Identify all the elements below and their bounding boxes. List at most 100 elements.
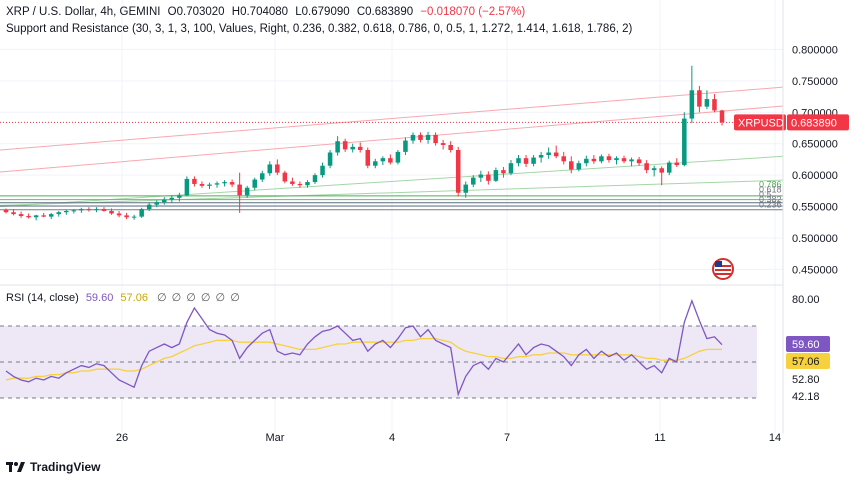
candle [357, 142, 363, 153]
candle-body [26, 216, 31, 218]
candle [177, 192, 182, 202]
candle [320, 162, 325, 178]
indicator-header[interactable]: Support and Resistance (30, 3, 1, 3, 100… [6, 22, 632, 36]
candle-body [659, 168, 664, 173]
tradingview-brand: TradingView [30, 460, 101, 474]
candle [569, 156, 574, 174]
rsi-tick-label: 57.06 [792, 356, 820, 368]
candle-body [614, 158, 619, 161]
candle-body [305, 182, 310, 186]
candle [508, 160, 514, 176]
candle [380, 156, 386, 166]
indicator-title: Support and Resistance (30, 3, 1, 3, 100… [6, 23, 633, 35]
candle [425, 131, 431, 144]
candle [94, 207, 99, 213]
candle [56, 210, 62, 217]
candle [365, 147, 371, 169]
resistance-trendline [0, 105, 784, 173]
candle [237, 172, 242, 213]
candle [305, 180, 310, 188]
candle-body [297, 183, 303, 186]
candle-body [682, 118, 687, 166]
candle [666, 160, 672, 176]
rsi-tick-label: 42.18 [792, 391, 820, 403]
flag-icon [712, 258, 734, 280]
candle-body [403, 140, 408, 152]
price-tick-label: 0.450000 [792, 264, 838, 276]
candle-body [523, 158, 529, 164]
candle [373, 158, 378, 169]
candle-body [177, 195, 182, 198]
candle [335, 136, 340, 156]
candle-body [599, 156, 604, 162]
candle-body [508, 163, 514, 174]
candle [712, 94, 717, 113]
candle-body [11, 212, 16, 215]
candle [64, 209, 69, 215]
candle-body [478, 174, 484, 178]
candle-body [561, 156, 566, 162]
candle [18, 211, 24, 218]
candle [395, 150, 401, 165]
candle-body [448, 144, 453, 150]
candle-body [207, 184, 212, 186]
candle-body [350, 146, 355, 150]
candle-body [591, 158, 597, 162]
candle-body [109, 210, 114, 214]
rsi-value-badge [786, 336, 830, 352]
candle [169, 195, 175, 203]
candle-body [64, 210, 69, 213]
candle [229, 179, 235, 188]
candle [418, 132, 423, 143]
candle [651, 165, 657, 177]
rsi-line [5, 298, 723, 397]
candle-body [184, 178, 190, 196]
candle-body [267, 164, 273, 174]
candle-body [373, 161, 378, 166]
candle-body [327, 152, 333, 166]
candle-body [719, 110, 725, 123]
rsi-pane: 80.00 59.60 57.06 52.80 42.18 [0, 294, 830, 403]
candle [11, 209, 16, 216]
support-trendline-lower [0, 179, 784, 206]
candle-body [666, 162, 672, 173]
candle-body [229, 182, 235, 185]
candle [719, 109, 725, 126]
candle [561, 151, 566, 165]
candle [644, 160, 649, 174]
candle-body [312, 175, 318, 183]
rsi-title: RSI (14, close) [6, 292, 79, 304]
candle [538, 151, 544, 163]
time-tick-label: Mar [266, 432, 285, 444]
candle [523, 155, 529, 167]
candle-body [493, 170, 499, 181]
candle [267, 161, 273, 176]
tradingview-icon [6, 462, 25, 472]
candle [86, 207, 92, 212]
candle [531, 155, 536, 167]
time-tick-label: 26 [116, 432, 128, 444]
candle [116, 210, 122, 218]
price-tick-label: 0.500000 [792, 233, 838, 245]
candle-body [252, 179, 257, 188]
candle-body [275, 164, 280, 173]
candle-body [162, 199, 167, 203]
candle [704, 90, 710, 110]
candle [33, 214, 39, 221]
candle-body [86, 209, 92, 211]
candle [244, 185, 250, 198]
candle [312, 173, 318, 184]
candle-body [192, 178, 197, 184]
candle-body [440, 143, 446, 145]
tradingview-logo[interactable]: TradingView [6, 460, 100, 474]
price-axis: 0.8000000.7500000.7000000.6500000.600000… [792, 44, 838, 276]
candle-body [689, 90, 695, 119]
candle-body [501, 170, 506, 174]
candle-body [546, 152, 551, 156]
symbol-title[interactable]: XRP / U.S. Dollar, 4h, GEMINI [6, 6, 161, 18]
resistance-trendline-upper [0, 86, 784, 151]
rsi-header[interactable]: RSI (14, close) 59.60 57.06 ∅ ∅ ∅ ∅ ∅ ∅ [6, 291, 241, 304]
candle-body [259, 173, 265, 180]
candle-body [48, 214, 54, 217]
